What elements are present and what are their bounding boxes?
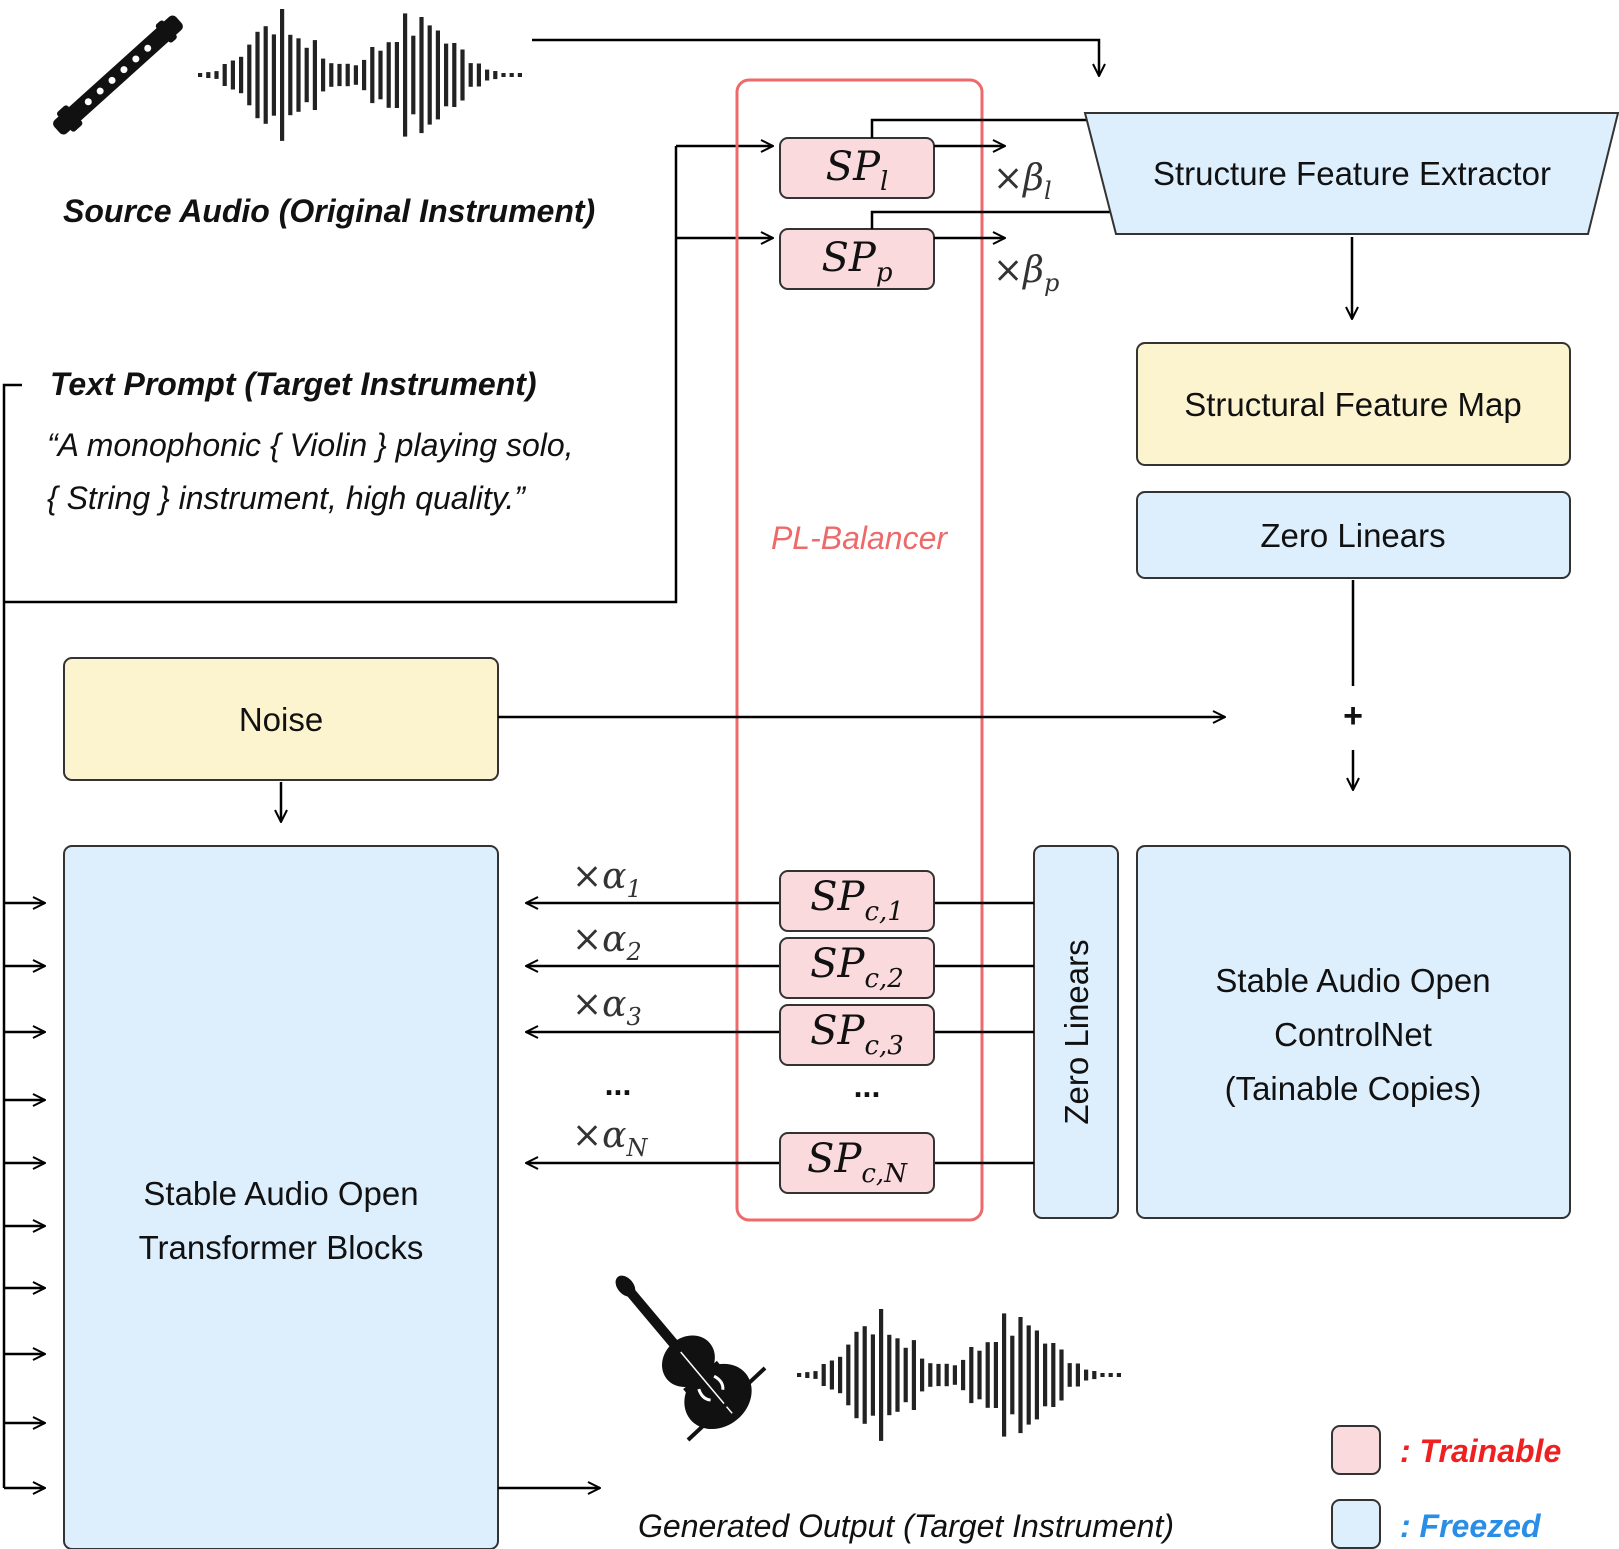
source-audio-label: Source Audio (Original Instrument) — [63, 193, 595, 229]
pl-balancer-frame — [735, 78, 984, 1222]
sum-plus-sign: + — [1343, 697, 1363, 735]
controlnet-box[interactable] — [1136, 845, 1571, 1219]
sp-l-box[interactable] — [779, 137, 935, 199]
sp-cn-label: SPc,N — [807, 1136, 908, 1189]
ellipsis-mid: ... — [854, 1068, 881, 1104]
extractor-label: Structure Feature Extractor — [1153, 155, 1551, 192]
sp-c3-box[interactable] — [779, 1004, 935, 1066]
generated-output-label: Generated Output (Target Instrument) — [638, 1508, 1174, 1544]
structural-feature-map[interactable] — [1136, 342, 1571, 466]
prompt-to-balancer-wire — [4, 146, 678, 604]
alpha-1-factor: ×α1 — [572, 856, 642, 903]
legend-freezed-swatch — [1331, 1499, 1381, 1549]
ellipsis-left: ... — [605, 1066, 632, 1102]
zero-linears-side-label: Zero Linears — [1058, 939, 1095, 1124]
feature-map-label: Structural Feature Map — [1184, 386, 1521, 423]
legend-trainable-swatch — [1331, 1425, 1381, 1475]
sp-p-label: SPp — [822, 235, 893, 288]
controlnet-label-line-1: Stable Audio Open — [1215, 962, 1490, 999]
structure-feature-extractor[interactable] — [1083, 112, 1619, 235]
prompt-bracket-wire — [2, 383, 22, 1488]
pl-balancer-label: PL-Balancer — [771, 520, 948, 556]
noise-box[interactable] — [63, 657, 499, 781]
controlnet-label-line-2: ControlNet — [1274, 1016, 1432, 1053]
flute-icon — [53, 15, 183, 135]
controlnet-label-line-3: (Tainable Copies) — [1225, 1070, 1482, 1107]
extractor-to-sp-p-wire — [870, 210, 1112, 229]
sp-l-label: SPl — [826, 144, 889, 197]
sp-c3-label: SPc,3 — [810, 1008, 904, 1061]
sp-c2-label: SPc,2 — [810, 941, 904, 994]
source-to-extractor-arrow — [532, 38, 1099, 76]
sp-cn-box[interactable] — [779, 1132, 935, 1194]
text-prompt-line-2: { String } instrument, high quality.” — [47, 480, 526, 516]
extractor-to-sp-l-wire — [870, 118, 1087, 138]
alpha-3-factor: ×α3 — [572, 984, 642, 1031]
zero-linears-top-label: Zero Linears — [1260, 517, 1445, 554]
text-prompt-title: Text Prompt (Target Instrument) — [50, 366, 537, 402]
source-waveform — [198, 9, 522, 141]
alpha-n-factor: ×αN — [572, 1115, 648, 1162]
violin-icon — [615, 1275, 752, 1430]
transformer-label-line-1: Stable Audio Open — [143, 1175, 418, 1212]
zero-linears-top[interactable] — [1136, 491, 1571, 579]
sp-c2-box[interactable] — [779, 937, 935, 999]
text-prompt-line-1: “A monophonic { Violin } playing solo, — [47, 427, 574, 463]
beta-l-factor: ×βl — [993, 158, 1052, 205]
sp-p-box[interactable] — [779, 228, 935, 290]
output-waveform — [797, 1309, 1121, 1441]
prompt-to-transformer-arrows — [4, 903, 45, 1488]
noise-label: Noise — [239, 701, 323, 738]
alpha-2-factor: ×α2 — [572, 919, 642, 966]
violin-bow-icon — [686, 1366, 767, 1442]
sp-c1-box[interactable] — [779, 870, 935, 932]
beta-p-factor: ×βp — [993, 250, 1059, 297]
legend-freezed-label: : Freezed — [1400, 1508, 1542, 1544]
transformer-blocks[interactable] — [63, 845, 499, 1549]
legend-trainable-label: : Trainable — [1400, 1433, 1561, 1469]
sp-c1-label: SPc,1 — [810, 874, 904, 927]
transformer-label-line-2: Transformer Blocks — [139, 1229, 424, 1266]
